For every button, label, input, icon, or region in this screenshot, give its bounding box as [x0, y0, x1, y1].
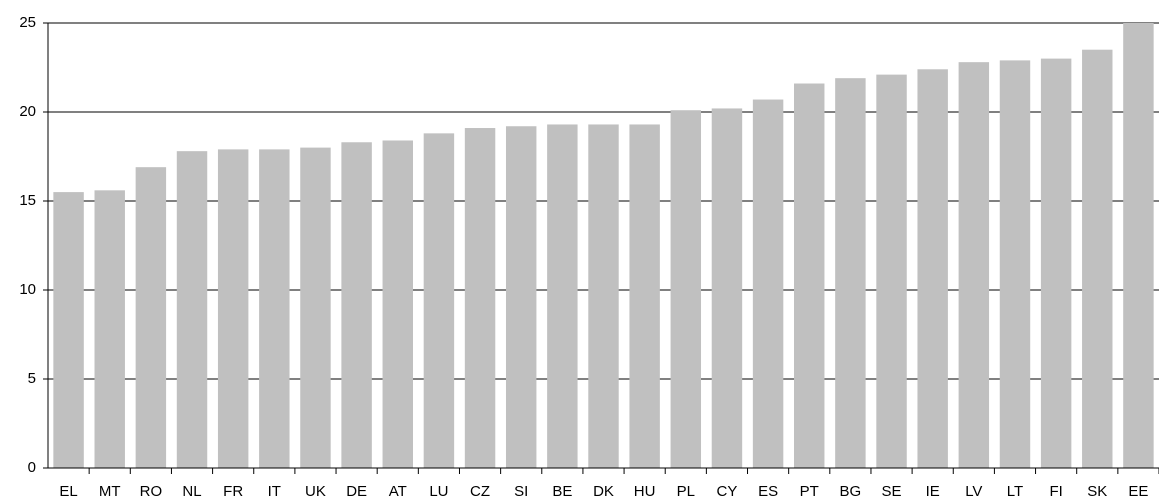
- y-tick-label: 25: [19, 14, 36, 31]
- bar: [259, 149, 290, 468]
- x-tick-label: FI: [1049, 483, 1062, 499]
- bar: [629, 124, 660, 469]
- bar: [917, 69, 948, 468]
- bar: [1123, 23, 1154, 468]
- y-tick-label: 10: [19, 281, 36, 298]
- bar: [794, 83, 825, 469]
- y-tick-label: 5: [28, 370, 36, 387]
- bar: [341, 142, 372, 468]
- x-tick-label: HU: [634, 483, 656, 499]
- bar: [53, 192, 84, 468]
- x-tick-label: PT: [800, 483, 819, 499]
- bar: [835, 78, 866, 469]
- bar: [588, 124, 619, 469]
- y-tick-label: 20: [19, 103, 36, 120]
- x-tick-label: PL: [677, 483, 695, 499]
- x-tick-label: AT: [389, 483, 407, 499]
- x-tick-label: UK: [305, 483, 326, 499]
- bar: [999, 60, 1031, 468]
- bar: [1082, 49, 1113, 468]
- bar: [464, 128, 496, 468]
- bar: [670, 110, 702, 468]
- x-tick-label: IT: [268, 483, 281, 499]
- bar: [135, 167, 167, 468]
- x-tick-label: LU: [429, 483, 448, 499]
- bar: [94, 190, 125, 468]
- x-tick-label: ES: [758, 483, 778, 499]
- y-tick-label: 0: [28, 459, 36, 476]
- x-tick-label: IE: [926, 483, 940, 499]
- x-tick-label: EL: [59, 483, 77, 499]
- x-tick-label: BG: [840, 483, 862, 499]
- x-tick-label: LV: [965, 483, 982, 499]
- x-tick-label: RO: [140, 483, 163, 499]
- x-tick-label: DK: [593, 483, 614, 499]
- bar: [300, 147, 331, 468]
- x-tick-label: MT: [99, 483, 121, 499]
- x-tick-label: SE: [882, 483, 902, 499]
- bar: [876, 74, 907, 469]
- bar: [547, 124, 578, 469]
- bar: [382, 140, 413, 469]
- bar: [423, 133, 455, 469]
- x-tick-label: LT: [1007, 483, 1023, 499]
- x-tick-label: SK: [1087, 483, 1107, 499]
- x-tick-label: NL: [182, 483, 201, 499]
- x-tick-label: CY: [717, 483, 738, 499]
- bar: [752, 99, 784, 468]
- bar: [958, 62, 990, 468]
- x-tick-label: FR: [223, 483, 243, 499]
- y-tick-label: 15: [19, 192, 36, 209]
- x-tick-label: DE: [346, 483, 367, 499]
- bar: [217, 149, 249, 468]
- bar: [505, 126, 537, 469]
- x-tick-label: SI: [514, 483, 528, 499]
- x-tick-label: BE: [552, 483, 572, 499]
- bar: [1040, 58, 1072, 468]
- bar: [711, 108, 743, 468]
- bar: [176, 151, 208, 468]
- x-tick-label: EE: [1128, 483, 1148, 499]
- x-tick-label: CZ: [470, 483, 490, 499]
